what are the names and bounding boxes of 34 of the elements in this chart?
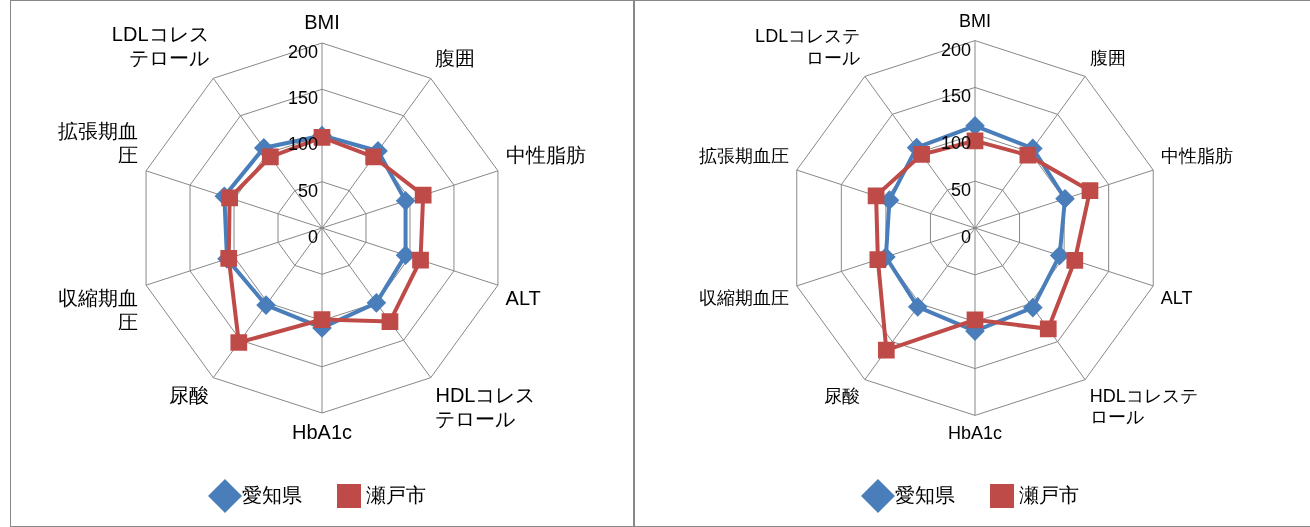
spoke-label: LDLコレステロール: [755, 26, 861, 69]
spoke-label: HbA1c: [947, 423, 1003, 444]
spoke-label: BMI: [304, 10, 340, 33]
y-tick-label: 100: [940, 133, 971, 154]
y-tick-label: 50: [950, 180, 971, 201]
spoke-label: ALT: [505, 287, 541, 310]
spoke-label: 尿酸: [824, 385, 861, 406]
spoke-label: 収縮期血圧: [699, 288, 790, 309]
spoke-label: 収縮期血圧: [58, 287, 139, 334]
y-tick-label: 0: [960, 226, 971, 247]
y-tick-label: 200: [940, 39, 971, 60]
spoke-label: HDLコレステロール: [435, 383, 536, 430]
legend-label: 瀬戸市: [366, 483, 426, 506]
legend-label: 愛知県: [242, 483, 302, 506]
y-tick-label: 150: [287, 88, 318, 109]
spoke-label: HbA1c: [291, 420, 353, 443]
spoke-label: LDLコレステロール: [111, 23, 209, 70]
spoke-label: 拡張期血圧: [699, 145, 790, 166]
spoke-label: BMI: [958, 10, 992, 31]
spoke-label: 中性脂肪: [505, 143, 586, 166]
spoke-label: 腹囲: [435, 47, 476, 70]
spoke-label: 拡張期血圧: [58, 119, 139, 166]
y-tick-label: 200: [287, 41, 318, 62]
spoke-label: HDLコレステロール: [1089, 385, 1198, 428]
y-tick-label: 0: [307, 226, 318, 247]
spoke-label: 中性脂肪: [1160, 145, 1233, 166]
y-tick-label: 150: [940, 86, 971, 107]
legend-label: 愛知県: [895, 483, 955, 506]
spoke-label: 尿酸: [168, 383, 209, 406]
legend-label: 瀬戸市: [1019, 483, 1079, 506]
spoke-label: 腹囲: [1089, 48, 1126, 69]
spoke-label: ALT: [1160, 288, 1193, 309]
y-tick-label: 50: [297, 180, 318, 201]
y-tick-label: 100: [287, 134, 318, 155]
